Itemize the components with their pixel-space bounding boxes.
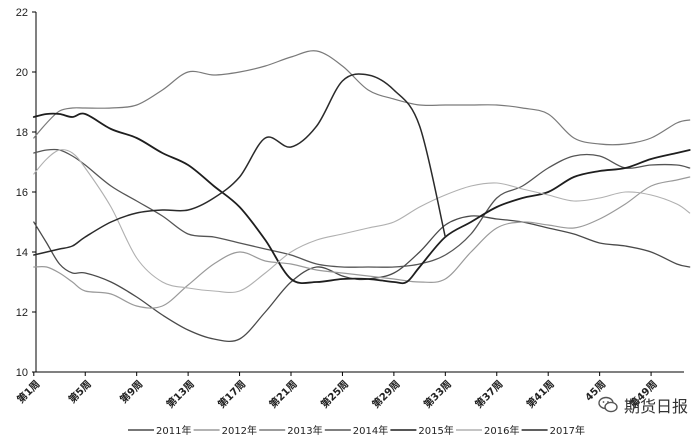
series-line-2013年 <box>33 50 691 146</box>
y-tick-label: 22 <box>16 7 28 19</box>
series-line-2017年 <box>33 73 447 256</box>
series-line-2014年 <box>33 148 691 268</box>
x-tick-label: 第17周 <box>215 377 248 410</box>
x-tick-label: 第13周 <box>164 377 197 410</box>
series-line-2015年 <box>32 112 691 285</box>
y-tick-label: 16 <box>16 187 28 199</box>
x-tick-label: 第25周 <box>318 377 351 410</box>
watermark: 期货日报 <box>598 393 688 417</box>
watermark-text: 期货日报 <box>623 397 688 416</box>
x-tick-label: 第1周 <box>14 377 42 405</box>
legend-label: 2016年 <box>484 424 519 437</box>
legend-label: 2014年 <box>353 424 388 437</box>
legend-label: 2015年 <box>418 424 453 437</box>
x-tick-label: 第9周 <box>117 377 145 405</box>
y-tick-label: 12 <box>16 307 28 319</box>
y-tick-label: 10 <box>16 367 28 379</box>
series-line-2016年 <box>33 149 691 293</box>
y-axis: 10 12 14 16 18 20 22 <box>16 7 37 379</box>
y-tick-label: 18 <box>16 127 28 139</box>
x-tick-label: 第37周 <box>472 377 505 410</box>
series-line-2012年 <box>33 176 691 309</box>
x-tick-label: 第21周 <box>266 377 299 410</box>
legend-label: 2012年 <box>222 424 257 437</box>
x-tick-label: 第5周 <box>66 377 94 405</box>
legend-label: 2017年 <box>550 424 585 437</box>
wechat-icon <box>598 396 618 413</box>
x-tick-label: 第29周 <box>369 377 402 410</box>
legend-label: 2011年 <box>156 424 191 437</box>
x-axis: 第1周 第5周 第9周 第13周 第17周 第21周 第25周 第29周 第33周 第37周 第41… <box>14 371 684 411</box>
y-tick-label: 20 <box>16 67 28 79</box>
series-lines <box>32 50 691 343</box>
legend: 2011年 2012年 2013年 2014年 2015年 2016年 2017年 <box>128 424 585 437</box>
x-tick-label: 第41周 <box>524 377 557 410</box>
y-tick-label: 14 <box>16 247 28 259</box>
x-tick-label: 第33周 <box>421 377 454 410</box>
legend-label: 2013年 <box>287 424 322 437</box>
